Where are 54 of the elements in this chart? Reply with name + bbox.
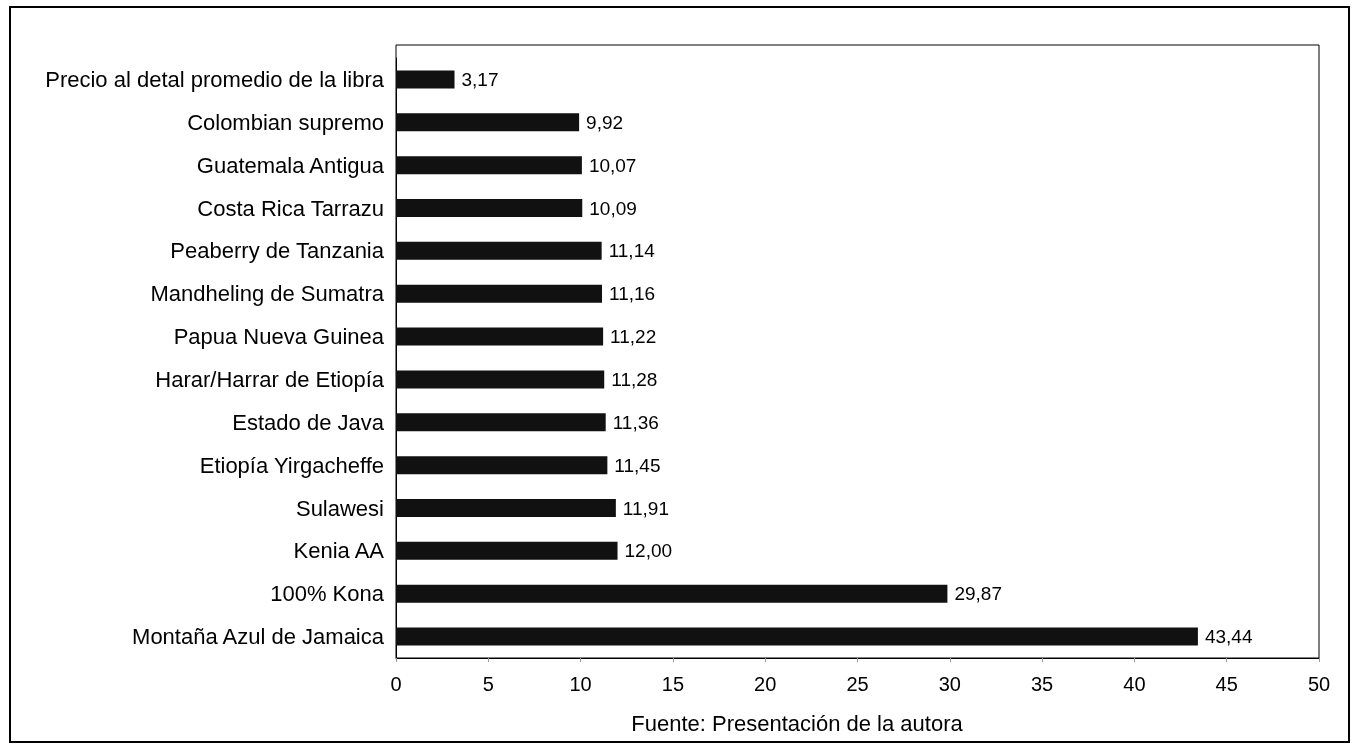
bar <box>396 413 606 432</box>
x-tick-label: 40 <box>1123 673 1146 695</box>
data-label: 9,92 <box>586 111 624 133</box>
y-tick-label: Montaña Azul de Jamaica <box>132 624 385 650</box>
data-label: 11,36 <box>612 411 659 433</box>
y-tick-label: Etiopía Yirgacheffe <box>199 452 384 478</box>
source-note: Fuente: Presentación de la autora <box>631 710 964 736</box>
x-tick-label: 45 <box>1215 673 1238 695</box>
data-label: 11,16 <box>609 283 656 305</box>
data-label: 12,00 <box>624 540 673 562</box>
x-tick-label: 30 <box>938 673 961 695</box>
data-label: 3,17 <box>461 68 499 90</box>
bar <box>396 113 580 132</box>
y-tick-label: 100% Kona <box>270 581 385 607</box>
bar <box>396 370 605 389</box>
data-label: 11,91 <box>622 497 669 519</box>
x-tick-label: 25 <box>846 673 869 695</box>
bar <box>396 627 1198 646</box>
y-tick-label: Harar/Harrar de Etiopía <box>155 366 385 392</box>
data-label: 43,44 <box>1204 626 1253 648</box>
y-tick-label: Estado de Java <box>232 409 385 435</box>
data-label: 11,14 <box>608 240 656 262</box>
data-label: 10,09 <box>589 197 637 219</box>
x-tick-label: 10 <box>569 673 592 695</box>
data-label: 11,22 <box>610 326 657 348</box>
x-tick-label: 50 <box>1307 673 1331 695</box>
data-label: 29,87 <box>954 583 1002 605</box>
x-tick-label: 0 <box>390 673 402 695</box>
bar <box>396 284 603 303</box>
y-tick-label: Kenia AA <box>293 538 385 564</box>
data-label: 11,28 <box>611 368 658 390</box>
y-tick-label: Papua Nueva Guinea <box>173 324 385 350</box>
bar <box>396 241 602 260</box>
y-tick-label: Costa Rica Tarrazu <box>197 195 384 221</box>
x-tick-label: 35 <box>1030 673 1054 695</box>
x-tick-label: 20 <box>754 673 777 695</box>
bar <box>396 541 618 560</box>
data-label: 11,45 <box>614 454 661 476</box>
bar <box>396 499 616 517</box>
y-tick-label: Mandheling de Sumatra <box>150 281 385 307</box>
y-tick-label: Peaberry de Tanzania <box>170 238 385 264</box>
bar <box>396 156 582 175</box>
y-tick-label: Precio al detal promedio de la libra <box>45 66 385 92</box>
bar <box>396 199 583 217</box>
bar <box>396 456 608 475</box>
bar <box>396 70 455 89</box>
y-tick-label: Colombian supremo <box>187 109 384 135</box>
data-label: 10,07 <box>588 154 637 176</box>
x-tick-label: 5 <box>482 673 494 695</box>
bar <box>396 327 604 346</box>
y-tick-label: Sulawesi <box>295 495 384 521</box>
y-tick-label: Guatemala Antigua <box>196 152 385 178</box>
bar <box>396 584 948 603</box>
x-tick-label: 15 <box>661 673 685 695</box>
